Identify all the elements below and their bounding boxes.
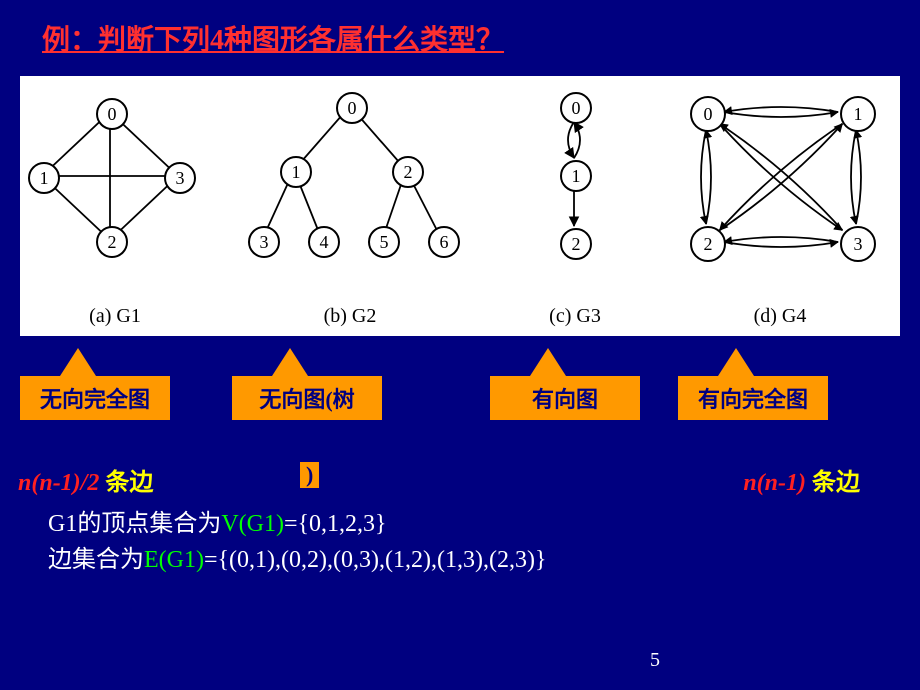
node-6: 6 bbox=[428, 226, 460, 258]
node-2: 2 bbox=[690, 226, 726, 262]
callout-row: 无向完全图 无向图(树 有向图有向完全图 bbox=[0, 348, 920, 458]
formula-right-expr: n(n-1) bbox=[743, 470, 806, 496]
slide-title: 例：判断下列4种图形各属什么类型？ bbox=[42, 18, 504, 58]
callout-label: 无向图(树 bbox=[232, 376, 382, 420]
node-0: 0 bbox=[690, 96, 726, 132]
formula-left-suffix: 条边 bbox=[99, 470, 153, 496]
callout-2: 有向图 bbox=[490, 348, 640, 420]
callout-arrow-icon bbox=[530, 348, 566, 376]
node-1: 1 bbox=[280, 156, 312, 188]
graph-g3: (c) G3 012 bbox=[500, 76, 650, 336]
vset-sym: V(G1) bbox=[221, 511, 284, 537]
node-4: 4 bbox=[308, 226, 340, 258]
callout-label: 有向图 bbox=[490, 376, 640, 420]
callout-arrow-icon bbox=[272, 348, 308, 376]
graph-g2: (b) G2 0123456 bbox=[220, 76, 480, 336]
diagram-area: (a) G1 0132 (b) G2 0123456 (c) G3 012 (d… bbox=[20, 76, 900, 336]
callout-1: 无向图(树 bbox=[232, 348, 382, 420]
eset-sym: E(G1) bbox=[144, 547, 204, 573]
formula-right: n(n-1) 条边 bbox=[743, 462, 860, 497]
vertex-set-line: G1的顶点集合为V(G1)={0,1,2,3} bbox=[48, 506, 546, 542]
node-2: 2 bbox=[392, 156, 424, 188]
callout-arrow-icon bbox=[60, 348, 96, 376]
eset-prefix: 边集合为 bbox=[48, 547, 144, 573]
formula-left: n(n-1)/2 条边 bbox=[18, 462, 153, 497]
callout-label: 无向完全图 bbox=[20, 376, 170, 420]
callout-arrow-icon bbox=[718, 348, 754, 376]
node-3: 3 bbox=[164, 162, 196, 194]
node-0: 0 bbox=[336, 92, 368, 124]
eset-val: ={(0,1),(0,2),(0,3),(1,2),(1,3),(2,3)} bbox=[204, 547, 546, 573]
tree-label-extra: ) bbox=[300, 462, 319, 488]
node-1: 1 bbox=[560, 160, 592, 192]
node-3: 3 bbox=[248, 226, 280, 258]
node-2: 2 bbox=[560, 228, 592, 260]
graph-g4: (d) G4 0123 bbox=[660, 76, 900, 336]
node-0: 0 bbox=[96, 98, 128, 130]
node-0: 0 bbox=[560, 92, 592, 124]
callout-label: 有向完全图 bbox=[678, 376, 828, 420]
node-3: 3 bbox=[840, 226, 876, 262]
vset-prefix: G1的顶点集合为 bbox=[48, 511, 221, 537]
node-2: 2 bbox=[96, 226, 128, 258]
node-1: 1 bbox=[28, 162, 60, 194]
node-1: 1 bbox=[840, 96, 876, 132]
callout-3: 有向完全图 bbox=[678, 348, 828, 420]
page-number: 5 bbox=[650, 649, 660, 672]
formula-right-suffix: 条边 bbox=[806, 470, 860, 496]
node-5: 5 bbox=[368, 226, 400, 258]
edge-set-line: 边集合为E(G1)={(0,1),(0,2),(0,3),(1,2),(1,3)… bbox=[48, 542, 546, 578]
vset-val: ={0,1,2,3} bbox=[284, 511, 387, 537]
formula-left-expr: n(n-1)/2 bbox=[18, 470, 99, 496]
graph-g1: (a) G1 0132 bbox=[20, 76, 210, 336]
set-definitions: G1的顶点集合为V(G1)={0,1,2,3} 边集合为E(G1)={(0,1)… bbox=[48, 506, 546, 578]
callout-0: 无向完全图 bbox=[20, 348, 170, 420]
